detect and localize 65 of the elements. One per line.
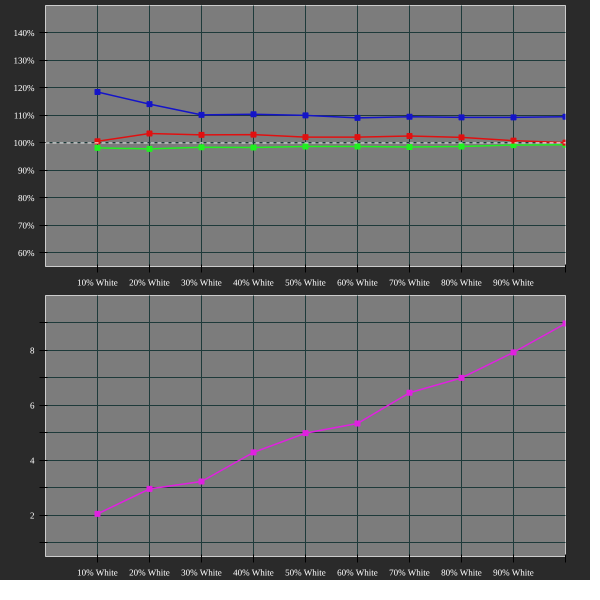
x-tick-label: 80% White: [441, 278, 482, 288]
y-tick-label: 140%: [14, 28, 36, 38]
x-tick-label: 80% White: [441, 568, 482, 578]
point: [406, 144, 412, 150]
x-tick-label: 60% White: [337, 568, 378, 578]
y-tick-label: 70%: [18, 220, 36, 230]
y-tick-label: 120%: [14, 82, 36, 93]
x-tick-label: 60% White: [337, 278, 378, 288]
point: [354, 420, 360, 427]
point: [146, 130, 152, 137]
point: [510, 138, 516, 144]
point: [250, 132, 256, 138]
x-tick-label: 90% White: [493, 568, 534, 578]
y-tick-label: 60%: [18, 248, 36, 258]
point: [354, 134, 360, 140]
point: [250, 449, 256, 456]
point: [510, 114, 516, 120]
point: [458, 134, 464, 140]
point: [94, 510, 100, 517]
point: [250, 144, 256, 151]
x-tick-label: 50% White: [285, 278, 326, 288]
y-tick-label: 100%: [14, 138, 36, 148]
point: [198, 478, 204, 484]
x-tick-label: 30% White: [181, 278, 222, 288]
point: [302, 143, 308, 150]
y-tick-label: 110%: [14, 110, 36, 120]
point: [406, 133, 412, 139]
x-tick-label: 10% White: [77, 278, 118, 288]
y-tick-label: 80%: [18, 192, 36, 203]
y-tick-label: 90%: [18, 165, 36, 176]
x-tick-label: 20% White: [129, 278, 170, 288]
point: [458, 143, 464, 150]
point: [458, 374, 464, 381]
point: [146, 146, 152, 152]
x-tick-label: 70% White: [389, 278, 430, 288]
x-tick-label: 50% White: [285, 568, 326, 578]
x-tick-label: 90% White: [493, 278, 534, 288]
point: [302, 112, 308, 118]
point: [198, 144, 204, 150]
x-tick-label: 40% White: [233, 278, 274, 288]
point: [250, 111, 256, 118]
point: [458, 114, 464, 120]
x-tick-label: 30% White: [181, 568, 222, 578]
point: [302, 430, 308, 436]
point: [354, 114, 360, 121]
x-tick-label: 70% White: [389, 568, 430, 578]
point: [146, 486, 152, 492]
point: [94, 144, 100, 151]
point: [406, 390, 412, 396]
y-tick-label: 6: [30, 400, 35, 410]
x-tick-label: 10% White: [77, 568, 118, 578]
point: [302, 134, 308, 140]
point: [354, 143, 360, 150]
point: [406, 114, 412, 120]
point: [94, 89, 100, 96]
point: [146, 101, 152, 108]
y-tick-label: 8: [30, 345, 35, 356]
y-tick-label: 130%: [14, 55, 36, 66]
x-tick-label: 40% White: [233, 568, 274, 578]
point: [198, 112, 204, 118]
x-tick-label: 20% White: [129, 568, 170, 578]
y-tick-label: 2: [30, 510, 34, 520]
point: [198, 132, 204, 138]
y-tick-label: 4: [30, 455, 35, 466]
point: [510, 349, 516, 356]
